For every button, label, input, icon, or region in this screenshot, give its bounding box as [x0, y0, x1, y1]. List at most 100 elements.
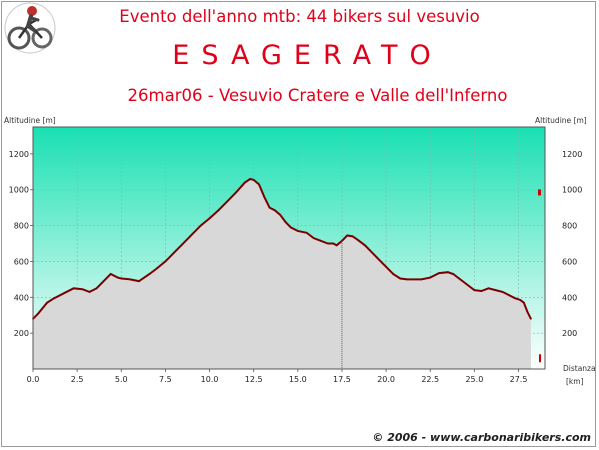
profile-point: [519, 299, 522, 301]
profile-point: [226, 200, 229, 203]
x-tick-label: 17.5: [333, 375, 351, 384]
profile-point: [522, 301, 525, 304]
y-tick-label-left: 1200: [9, 150, 29, 159]
profile-point: [508, 294, 511, 297]
profile-point: [284, 221, 287, 223]
profile-point: [332, 242, 335, 245]
profile-point: [243, 181, 246, 184]
y-tick-label-right: 1200: [562, 150, 582, 159]
profile-point: [155, 267, 158, 270]
profile-point: [392, 273, 395, 275]
profile-point: [148, 273, 151, 275]
profile-point: [273, 209, 276, 212]
profile-point: [413, 278, 416, 281]
profile-point: [53, 297, 56, 300]
y-tick-label-right: 600: [562, 257, 577, 266]
x-tick-label: 2.5: [71, 375, 84, 384]
profile-point: [356, 239, 359, 241]
profile-point: [446, 271, 449, 274]
x-tick-label: 20.0: [377, 375, 395, 384]
y-tick-label-right: 1000: [562, 186, 582, 195]
profile-point: [164, 260, 167, 263]
profile-point: [473, 289, 476, 292]
profile-point: [173, 251, 176, 254]
y-tick-label-left: 600: [14, 257, 29, 266]
x-axis-label: Distanza: [563, 364, 596, 373]
profile-point: [217, 209, 220, 212]
profile-point: [95, 287, 98, 290]
x-tick-label: 27.5: [510, 375, 528, 384]
profile-point: [190, 233, 193, 236]
profile-point: [252, 178, 255, 181]
y-tick-label-right: 200: [562, 329, 577, 338]
profile-point: [371, 251, 373, 254]
right-axis-marker: [538, 189, 541, 196]
profile-point: [429, 276, 432, 279]
y-tick-label-right: 800: [562, 222, 577, 231]
profile-point: [494, 289, 497, 292]
profile-point: [46, 301, 49, 304]
x-axis-unit: [km]: [566, 377, 584, 386]
profile-point: [487, 287, 490, 290]
profile-point: [351, 235, 354, 238]
y-axis-label-right: Altitudine [m]: [535, 116, 587, 125]
profile-point: [208, 217, 211, 220]
x-tick-label: 7.5: [159, 375, 172, 384]
header-line-1: Evento dell'anno mtb: 44 bikers sul vesu…: [119, 7, 480, 26]
y-tick-label-left: 800: [14, 222, 29, 231]
copyright-text: © 2006 - www.carbonaribikers.com: [372, 431, 591, 444]
y-tick-label-left: 200: [14, 329, 29, 338]
end-marker: [539, 354, 541, 363]
profile-point: [235, 191, 237, 194]
header-line-3: 26mar06 - Vesuvio Cratere e Valle dell'I…: [127, 86, 508, 105]
x-tick-label: 25.0: [465, 375, 483, 384]
profile-point: [263, 196, 266, 198]
x-tick-label: 12.5: [245, 375, 263, 384]
profile-point: [258, 183, 260, 186]
plot-border: [32, 126, 546, 370]
profile-point: [296, 230, 299, 232]
x-tick-label: 0.0: [27, 375, 40, 384]
profile-point: [109, 273, 112, 275]
profile-point: [438, 272, 440, 274]
profile-point: [102, 280, 105, 283]
profile-point: [452, 273, 455, 275]
profile-point: [529, 317, 532, 320]
profile-point: [406, 278, 409, 281]
profile-point: [399, 277, 402, 280]
x-tick-label: 10.0: [201, 375, 219, 384]
x-tick-label: 22.5: [421, 375, 439, 384]
profile-point: [305, 231, 308, 234]
profile-point: [88, 291, 91, 293]
y-tick-label-left: 1000: [9, 186, 29, 195]
profile-point: [37, 312, 40, 315]
profile-area: [33, 178, 531, 369]
profile-point: [249, 178, 252, 180]
y-tick-label-right: 400: [562, 293, 577, 302]
profile-point: [268, 206, 271, 209]
profile-point: [526, 310, 529, 313]
profile-point: [346, 234, 349, 237]
profile-point: [420, 278, 423, 281]
profile-point: [199, 224, 202, 227]
profile-point: [312, 237, 315, 240]
profile-point: [335, 244, 338, 247]
biker-logo-icon: [4, 2, 56, 54]
profile-point: [459, 278, 462, 281]
profile-point: [466, 283, 469, 286]
profile-point: [182, 242, 184, 245]
profile-point: [514, 297, 516, 300]
profile-point: [385, 265, 388, 268]
profile-point: [480, 290, 483, 292]
profile-point: [279, 213, 282, 216]
profile-point: [81, 288, 84, 291]
profile-point: [120, 277, 123, 280]
header-line-2: ESAGERATO: [172, 40, 443, 71]
profile-point: [326, 242, 329, 245]
profile-point: [116, 276, 119, 279]
x-tick-label: 15.0: [289, 375, 307, 384]
y-tick-label-left: 400: [14, 293, 29, 302]
profile-point: [289, 226, 292, 229]
